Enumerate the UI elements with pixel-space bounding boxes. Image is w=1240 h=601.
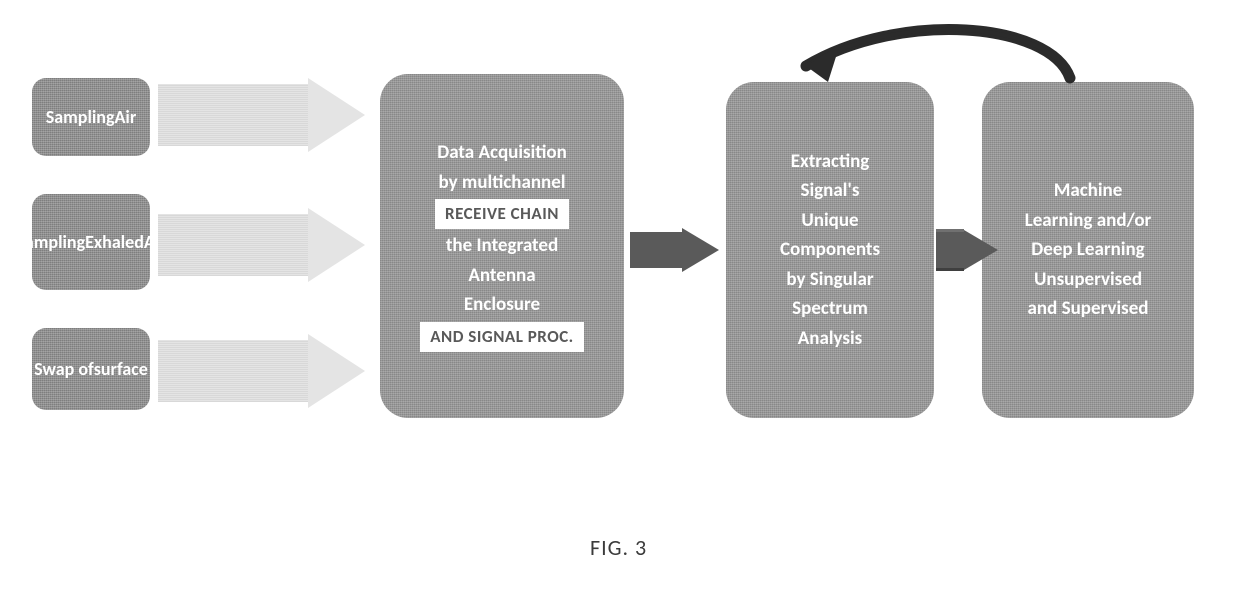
input-box-swap-of-surface: Swap ofsurface xyxy=(32,328,150,410)
stage-extraction: ExtractingSignal'sUniqueComponentsby Sin… xyxy=(726,82,934,418)
feedback-arrow xyxy=(770,4,1130,90)
stage-ml: MachineLearning and/orDeep LearningUnsup… xyxy=(982,82,1194,418)
figure-caption: FIG. 3 xyxy=(590,534,647,561)
stage-acquisition: Data Acquisitionby multichannelRECEIVE C… xyxy=(380,74,624,418)
chip-signal-proc: AND SIGNAL PROC. xyxy=(420,322,583,352)
input-box-sampling-air: SamplingAir xyxy=(32,78,150,156)
chip-receive-chain: RECEIVE CHAIN xyxy=(435,199,569,229)
input-box-sampling-exhaled: SamplingExhaledAir xyxy=(32,194,150,290)
